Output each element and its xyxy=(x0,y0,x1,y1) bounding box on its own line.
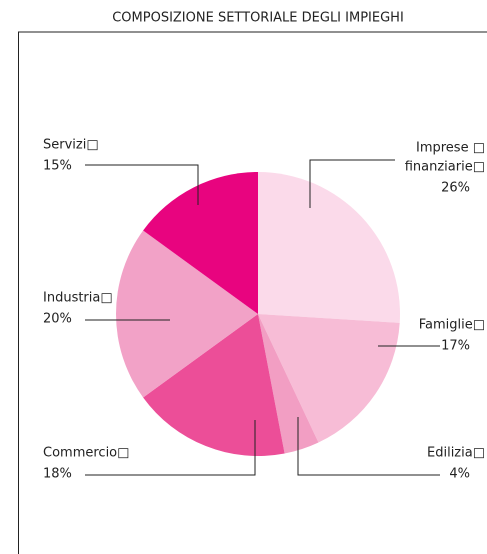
slice-label: Commercio□ xyxy=(43,446,129,461)
slice-label: Edilizia□ xyxy=(427,446,485,461)
pie-slice xyxy=(258,314,319,454)
pie-slice xyxy=(258,314,400,443)
value-label: 26% xyxy=(441,181,470,196)
value-label: 17% xyxy=(441,339,470,354)
slice-label: Servizi□ xyxy=(43,138,99,153)
pie-slice xyxy=(115,230,258,398)
value-label: 15% xyxy=(43,159,72,174)
pie-slice xyxy=(258,172,400,323)
slice-label: Industria□ xyxy=(43,291,113,306)
chart-title: COMPOSIZIONE SETTORIALE DEGLI IMPIEGHI xyxy=(112,11,404,26)
value-label: 20% xyxy=(43,312,72,327)
value-label: 4% xyxy=(449,467,470,482)
value-label: 18% xyxy=(43,467,72,482)
slice-label: finanziarie□ xyxy=(405,160,485,175)
pie-slice xyxy=(143,314,285,457)
slice-label: Imprese □ xyxy=(416,141,485,156)
slice-label: Famiglie□ xyxy=(419,318,485,333)
leader-lines xyxy=(85,159,440,476)
pie-slice xyxy=(143,172,258,314)
